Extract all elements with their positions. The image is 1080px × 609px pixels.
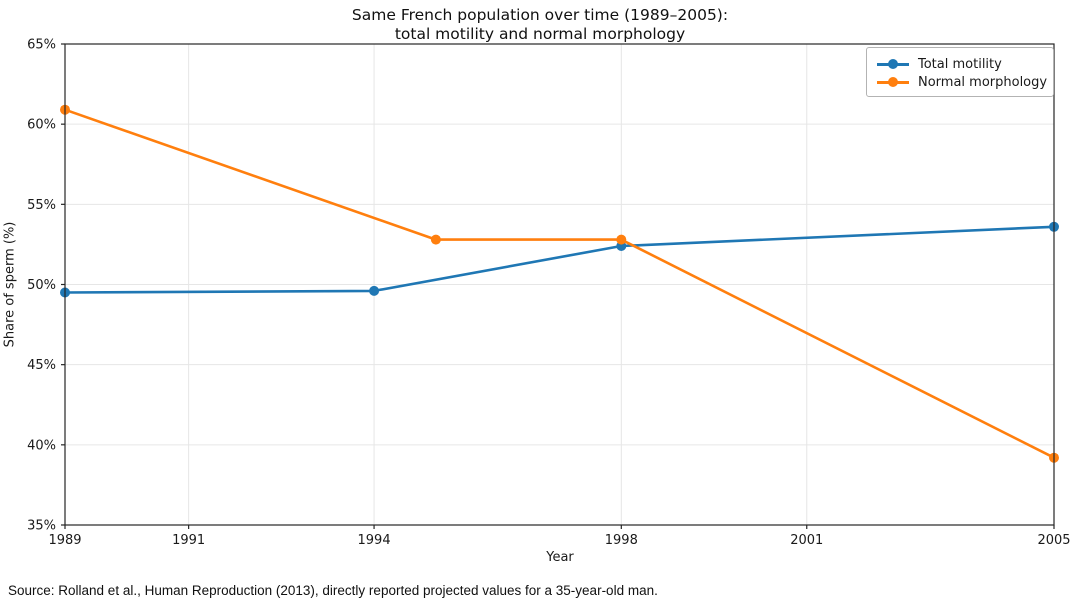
y-tick-label: 65% bbox=[27, 38, 56, 53]
legend-item-total-motility: Total motility bbox=[877, 55, 1043, 73]
legend-label: Total motility bbox=[918, 56, 1002, 72]
data-point bbox=[430, 234, 441, 245]
data-point bbox=[369, 285, 380, 296]
series-line bbox=[63, 108, 1056, 460]
y-tick-label: 60% bbox=[27, 118, 56, 133]
x-tick-label: 1989 bbox=[48, 533, 81, 548]
chart-title: Same French population over time (1989–2… bbox=[351, 6, 729, 43]
y-tick-label: 35% bbox=[27, 519, 56, 534]
legend-item-normal-morphology: Normal morphology bbox=[877, 73, 1047, 91]
x-tick-label: 1991 bbox=[172, 533, 205, 548]
y-tick-label: 50% bbox=[27, 278, 56, 293]
x-tick-label: 2001 bbox=[790, 533, 823, 548]
line-marker-icon bbox=[877, 77, 909, 87]
y-tick-label: 55% bbox=[27, 198, 56, 213]
x-tick-label: 1994 bbox=[358, 533, 391, 548]
x-tick-label: 1998 bbox=[605, 533, 638, 548]
legend: Total motility Normal morphology bbox=[866, 47, 1054, 97]
series-line bbox=[63, 225, 1056, 294]
data-point bbox=[616, 234, 627, 245]
y-tick-label: 45% bbox=[27, 358, 56, 373]
legend-label: Normal morphology bbox=[918, 74, 1048, 90]
line-marker-icon bbox=[877, 59, 909, 69]
y-axis-label: Share of sperm (%) bbox=[2, 221, 18, 348]
x-tick-label: 2005 bbox=[1037, 533, 1070, 548]
y-tick-label: 40% bbox=[27, 438, 56, 453]
source-note: Source: Rolland et al., Human Reproducti… bbox=[8, 583, 658, 598]
x-axis-label: Year bbox=[546, 550, 574, 565]
